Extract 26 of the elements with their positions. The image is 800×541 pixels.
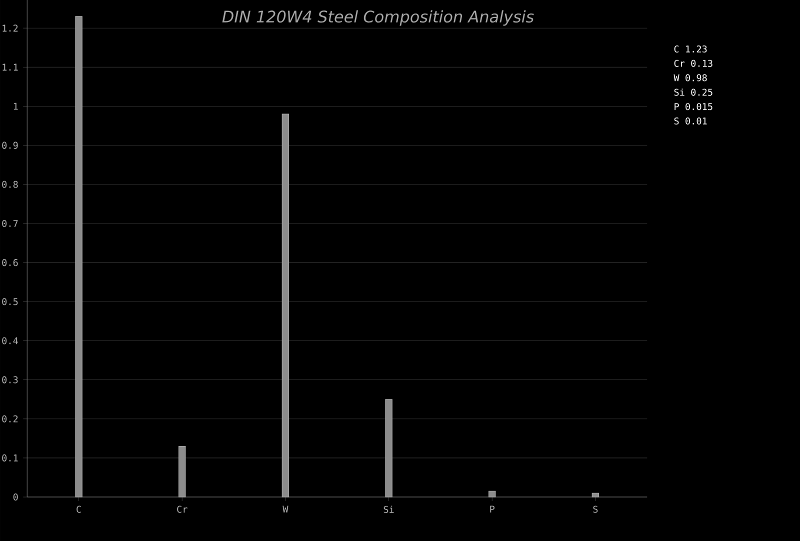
text: Si 0.25 <box>674 88 712 96</box>
text: DIN 120W4 Steel Composition Analysis <box>222 10 534 26</box>
x-tick-label: P <box>490 506 494 513</box>
x-tick-label: C <box>76 506 81 513</box>
y-tick-label: 0.8 <box>2 180 18 188</box>
x-tick-label: Si <box>384 506 394 513</box>
y-tick-label: 0.6 <box>2 259 18 266</box>
text: S 0.01 <box>674 117 707 125</box>
y-tick-label: 0 <box>13 494 18 501</box>
x-tick-label: Cr <box>177 506 188 513</box>
y-tick-label: 0.3 <box>2 376 18 384</box>
y-tick-label: 0.5 <box>2 298 18 306</box>
x-tick-label: S <box>593 506 598 513</box>
y-tick-label: 0.7 <box>2 220 18 228</box>
y-tick-label: 1.2 <box>2 24 18 32</box>
x-tick-label: W <box>282 506 288 513</box>
y-tick-label: 0.2 <box>2 415 18 422</box>
y-tick-label: 0.4 <box>2 337 18 344</box>
text: C 1.23 <box>674 45 707 53</box>
text: Cr 0.13 <box>674 60 712 67</box>
text: W 0.98 <box>674 74 707 82</box>
y-tick-label: 1 <box>14 102 18 110</box>
text: P 0.015 <box>674 103 712 110</box>
y-tick-label: 0.9 <box>2 142 18 149</box>
y-tick-label: 1.1 <box>2 64 18 71</box>
y-tick-label: 0.1 <box>2 454 18 462</box>
